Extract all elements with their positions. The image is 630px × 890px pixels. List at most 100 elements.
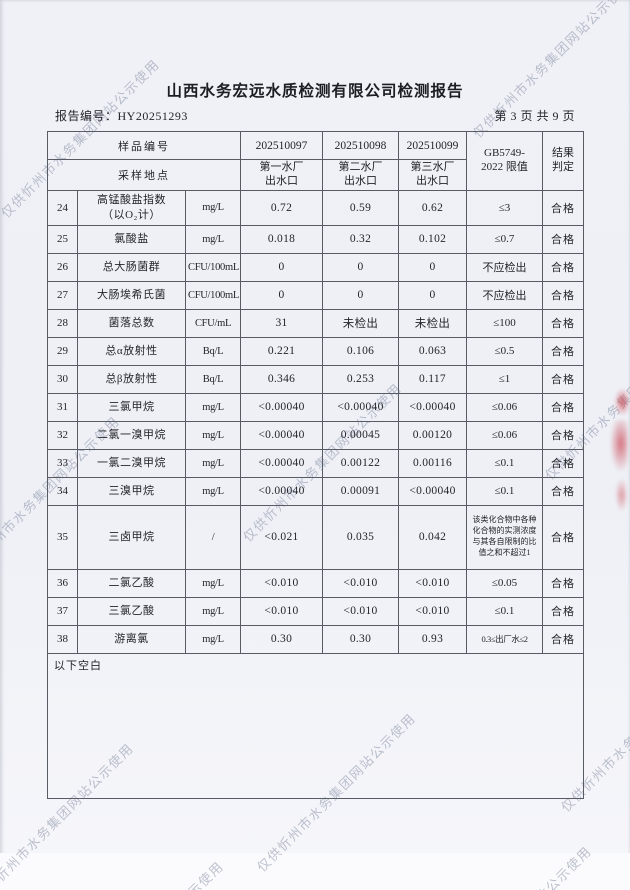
unit-cell: CFU/100mL bbox=[185, 280, 241, 310]
limit-value-cell: 0.3≤出厂水≤2 bbox=[466, 624, 543, 654]
table-row: 35 三卤甲烷 / <0.021 0.035 0.042 该类化合物中各种化合物… bbox=[47, 504, 584, 570]
table-row: 33 一氯二溴甲烷 mg/L <0.00040 0.00122 0.00116 … bbox=[47, 448, 584, 478]
limit-value-cell: 不应检出 bbox=[466, 252, 543, 282]
sample1-value-cell: 0.018 bbox=[240, 224, 323, 254]
blank-filler-row: 以下空白 bbox=[47, 652, 584, 799]
sampling-site-1: 第一水厂 出水口 bbox=[240, 159, 323, 191]
sample2-value-cell: 0.00045 bbox=[322, 420, 399, 450]
sample2-value-cell: 0.035 bbox=[322, 504, 399, 570]
row-number-cell: 24 bbox=[47, 189, 78, 226]
sample3-value-cell: <0.010 bbox=[398, 568, 467, 598]
sample1-value-cell: <0.021 bbox=[240, 504, 323, 570]
item-name-cell: 二氯乙酸 bbox=[77, 568, 186, 598]
sample1-value-cell: 0 bbox=[240, 280, 323, 310]
header-row-sample-ids: 样品编号 202510097 202510098 202510099 GB574… bbox=[47, 131, 584, 191]
sample3-value-cell: 0 bbox=[398, 280, 467, 310]
item-name-cell: 一氯二溴甲烷 bbox=[77, 448, 186, 478]
result-cell: 合格 bbox=[542, 568, 584, 598]
unit-cell: mg/L bbox=[185, 420, 241, 450]
page-number-indicator: 第 3 页 共 9 页 bbox=[494, 109, 575, 123]
sample1-value-cell: 0 bbox=[240, 252, 323, 282]
unit-cell: mg/L bbox=[185, 624, 241, 654]
row-number-cell: 31 bbox=[47, 392, 78, 422]
sample3-value-cell: 0 bbox=[398, 252, 467, 282]
limit-value-cell: ≤0.1 bbox=[466, 448, 543, 478]
row-number-cell: 34 bbox=[47, 476, 78, 506]
sample3-value-cell: 0.063 bbox=[398, 336, 467, 366]
sample-no-header: 样品编号 bbox=[47, 131, 241, 160]
sample3-value-cell: 0.93 bbox=[398, 624, 467, 654]
table-row: 29 总α放射性 Bq/L 0.221 0.106 0.063 ≤0.5 合格 bbox=[47, 336, 584, 366]
report-meta-line: 报告编号：HY20251293 第 3 页 共 9 页 bbox=[55, 107, 575, 124]
item-name-cell: 游离氯 bbox=[77, 624, 186, 654]
item-name-cell: 菌落总数 bbox=[77, 308, 186, 338]
unit-cell: Bq/L bbox=[185, 364, 241, 394]
sample1-value-cell: <0.010 bbox=[240, 568, 323, 598]
sample2-value-cell: 0.32 bbox=[322, 224, 399, 254]
sample3-value-cell: <0.010 bbox=[398, 596, 467, 626]
sample3-value-cell: <0.00040 bbox=[398, 392, 467, 422]
sample1-value-cell: 0.30 bbox=[240, 624, 323, 654]
sample3-value-cell: 0.62 bbox=[398, 189, 467, 226]
sample1-value-cell: 31 bbox=[240, 308, 323, 338]
sampling-site-header: 采样地点 bbox=[47, 159, 241, 191]
unit-cell: mg/L bbox=[185, 596, 241, 626]
result-cell: 合格 bbox=[542, 420, 584, 450]
sample1-value-cell: 0.346 bbox=[240, 364, 323, 394]
report-title: 山西水务宏远水质检测有限公司检测报告 bbox=[166, 83, 464, 100]
sample1-value-cell: <0.010 bbox=[240, 596, 323, 626]
header-row-sampling-sites: 采样地点 第一水厂 出水口 第二水厂 出水口 第三水厂 出水口 bbox=[47, 159, 584, 191]
blank-note-cell: 以下空白 bbox=[47, 652, 584, 799]
limit-value-cell: ≤0.06 bbox=[466, 392, 543, 422]
unit-cell: mg/L bbox=[185, 568, 241, 598]
row-number-cell: 33 bbox=[47, 448, 78, 478]
report-number-label: 报告编号： bbox=[55, 109, 118, 123]
limit-value-cell: 不应检出 bbox=[466, 280, 543, 310]
sampling-site-2: 第二水厂 出水口 bbox=[322, 159, 399, 191]
sample2-value-cell: <0.00040 bbox=[322, 392, 399, 422]
row-number-cell: 26 bbox=[47, 252, 78, 282]
item-name-cell: 三氯甲烷 bbox=[77, 392, 186, 422]
item-name-cell: 大肠埃希氏菌 bbox=[77, 280, 186, 310]
row-number-cell: 32 bbox=[47, 420, 78, 450]
sample3-value-cell: 未检出 bbox=[398, 308, 467, 338]
item-name-cell: 总β放射性 bbox=[77, 364, 186, 394]
sample-id-2: 202510098 bbox=[322, 131, 399, 160]
unit-cell: Bq/L bbox=[185, 336, 241, 366]
result-cell: 合格 bbox=[542, 189, 584, 226]
result-cell: 合格 bbox=[542, 392, 584, 422]
item-name-cell: 三氯乙酸 bbox=[77, 596, 186, 626]
item-name-cell: 总α放射性 bbox=[77, 336, 186, 366]
sample2-value-cell: 0.106 bbox=[322, 336, 399, 366]
unit-cell: CFU/100mL bbox=[185, 252, 241, 282]
limit-value-cell: ≤3 bbox=[466, 189, 543, 226]
limit-value-cell: ≤100 bbox=[466, 308, 543, 338]
sample2-value-cell: <0.010 bbox=[322, 568, 399, 598]
result-cell: 合格 bbox=[542, 624, 584, 654]
sample-id-3: 202510099 bbox=[398, 131, 467, 160]
limit-value-cell: 该类化合物中各种化合物的实测浓度与其各自限制的比值之和不超过1 bbox=[466, 504, 543, 570]
sample1-value-cell: <0.00040 bbox=[240, 392, 323, 422]
table-row: 24 高锰酸盐指数 （以O₂计） mg/L 0.72 0.59 0.62 ≤3 … bbox=[47, 189, 584, 226]
sample2-value-cell: 未检出 bbox=[322, 308, 399, 338]
sample3-value-cell: <0.00040 bbox=[398, 476, 467, 506]
sample2-value-cell: 0.59 bbox=[322, 189, 399, 226]
sample1-value-cell: <0.00040 bbox=[240, 476, 323, 506]
result-cell: 合格 bbox=[542, 448, 584, 478]
result-cell: 合格 bbox=[542, 224, 584, 254]
result-cell: 合格 bbox=[542, 364, 584, 394]
sample2-value-cell: 0.00091 bbox=[322, 476, 399, 506]
result-judgement-header: 结果 判定 bbox=[542, 131, 584, 191]
item-name-cell: 总大肠菌群 bbox=[77, 252, 186, 282]
sample3-value-cell: 0.117 bbox=[398, 364, 467, 394]
sample3-value-cell: 0.042 bbox=[398, 504, 467, 570]
item-name-cell: 二氯一溴甲烷 bbox=[77, 420, 186, 450]
limit-standard-header: GB5749- 2022 限值 bbox=[466, 131, 543, 191]
table-row: 30 总β放射性 Bq/L 0.346 0.253 0.117 ≤1 合格 bbox=[47, 364, 584, 394]
row-number-cell: 29 bbox=[47, 336, 78, 366]
sample3-value-cell: 0.00120 bbox=[398, 420, 467, 450]
sample2-value-cell: 0.30 bbox=[322, 624, 399, 654]
result-cell: 合格 bbox=[542, 252, 584, 282]
sample1-value-cell: 0.72 bbox=[240, 189, 323, 226]
sample2-value-cell: 0 bbox=[322, 280, 399, 310]
